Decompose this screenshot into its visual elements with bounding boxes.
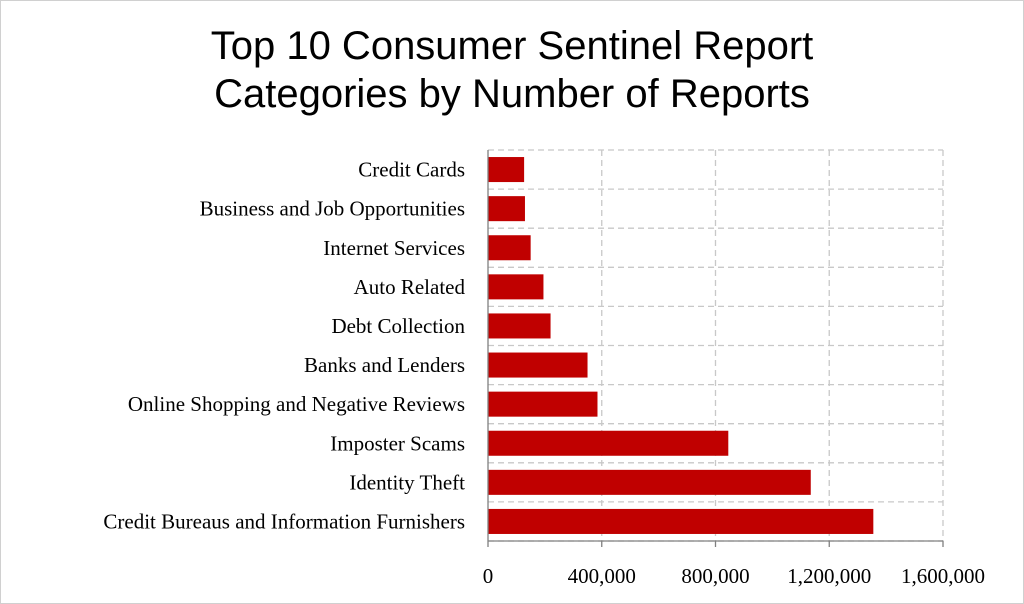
- category-label: Credit Cards: [358, 158, 465, 182]
- category-label: Imposter Scams: [330, 431, 465, 455]
- axes: [487, 150, 944, 547]
- x-tick-label: 1,600,000: [901, 564, 985, 588]
- category-label: Auto Related: [354, 275, 466, 299]
- bar: [488, 313, 551, 339]
- x-tick-labels: 0 400,000 800,000 1,200,000 1,600,000: [483, 564, 985, 588]
- category-label: Banks and Lenders: [304, 353, 465, 377]
- chart-title-line-2: Categories by Number of Reports: [214, 72, 810, 116]
- x-tick-label: 1,200,000: [787, 564, 871, 588]
- bar: [488, 469, 811, 495]
- category-label: Debt Collection: [331, 314, 465, 338]
- bars: [488, 157, 874, 534]
- chart-title-line-1: Top 10 Consumer Sentinel Report: [210, 24, 814, 68]
- bar: [488, 352, 588, 378]
- category-label: Identity Theft: [349, 470, 465, 494]
- x-tick-label: 0: [483, 564, 494, 588]
- bar: [488, 430, 729, 456]
- category-label: Online Shopping and Negative Reviews: [128, 392, 465, 416]
- category-label: Business and Job Opportunities: [200, 197, 465, 221]
- category-label: Credit Bureaus and Information Furnisher…: [103, 509, 465, 533]
- bar: [488, 391, 598, 417]
- bar: [488, 274, 544, 300]
- bar: [488, 508, 874, 534]
- bar: [488, 196, 525, 222]
- category-labels: Credit Cards Business and Job Opportuniti…: [103, 158, 465, 534]
- x-tick-label: 800,000: [681, 564, 749, 588]
- bar: [488, 235, 531, 261]
- x-tick-label: 400,000: [568, 564, 636, 588]
- bar: [488, 157, 525, 183]
- category-label: Internet Services: [323, 236, 465, 260]
- chart-title: Top 10 Consumer Sentinel Report Categori…: [0, 22, 1024, 118]
